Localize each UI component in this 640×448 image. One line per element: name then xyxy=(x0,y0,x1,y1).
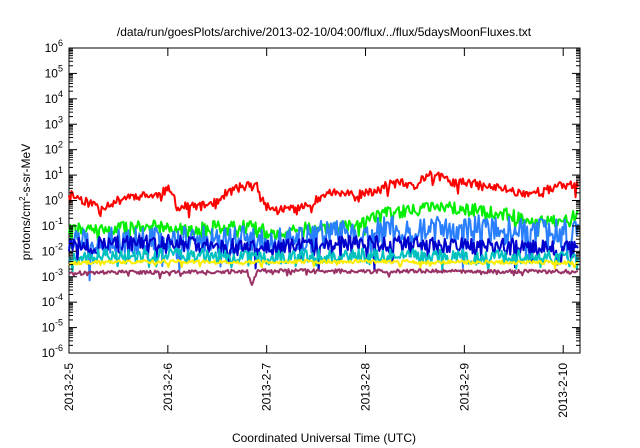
y-tick-base: 10 xyxy=(45,41,59,55)
x-tick-label: 2013-2-10 xyxy=(556,363,570,418)
y-tick-base: 10 xyxy=(42,219,56,233)
y-tick-exp: -3 xyxy=(55,267,63,277)
y-tick-label: 103 xyxy=(45,114,63,131)
y-tick-label: 10-2 xyxy=(42,241,63,258)
y-tick-base: 10 xyxy=(42,244,56,258)
series-line-6 xyxy=(68,258,579,270)
y-tick-exp: -1 xyxy=(55,216,63,226)
y-tick-exp: 5 xyxy=(58,63,63,73)
y-tick-exp: -2 xyxy=(55,241,63,251)
y-tick-base: 10 xyxy=(45,117,59,131)
y-tick-exp: 4 xyxy=(58,89,63,99)
x-tick-label: 2013-2-8 xyxy=(359,363,373,411)
x-axis-label: Coordinated Universal Time (UTC) xyxy=(232,431,416,445)
y-tick-label: 100 xyxy=(45,191,63,208)
y-tick-exp: 1 xyxy=(58,165,63,175)
y-axis-label-post: -s-sr-MeV xyxy=(19,144,33,197)
series-line-7 xyxy=(68,268,579,286)
y-axis-ticks: 10-610-510-410-310-210-11001011021031041… xyxy=(42,38,580,360)
series-line-1 xyxy=(68,170,579,219)
y-axis-label-sup: 2 xyxy=(18,196,27,201)
y-tick-base: 10 xyxy=(42,295,56,309)
y-tick-base: 10 xyxy=(45,66,59,80)
series-layer xyxy=(68,170,579,286)
x-axis-ticks: 2013-2-5 2013-2-6 2013-2-7 2013-2-8 2013-2-9… xyxy=(62,48,570,418)
x-tick-label: 2013-2-9 xyxy=(457,363,471,411)
chart-title: /data/run/goesPlots/archive/2013-02-10/0… xyxy=(117,25,532,39)
y-tick-base: 10 xyxy=(45,168,59,182)
y-tick-exp: 6 xyxy=(58,38,63,48)
y-tick-exp: 3 xyxy=(58,114,63,124)
y-tick-label: 102 xyxy=(45,140,63,157)
y-tick-label: 101 xyxy=(45,165,63,182)
y-tick-base: 10 xyxy=(42,270,56,284)
y-tick-exp: -6 xyxy=(55,343,63,353)
y-tick-base: 10 xyxy=(42,346,56,360)
y-tick-exp: -4 xyxy=(55,292,63,302)
x-tick-label: 2013-2-6 xyxy=(161,363,175,411)
y-tick-label: 10-6 xyxy=(42,343,63,360)
y-tick-base: 10 xyxy=(45,143,59,157)
plot-border xyxy=(68,47,581,354)
x-tick-label: 2013-2-7 xyxy=(260,363,274,411)
y-tick-label: 104 xyxy=(45,89,63,106)
y-tick-base: 10 xyxy=(45,194,59,208)
y-tick-label: 10-1 xyxy=(42,216,63,233)
y-axis-label-pre: protons/cm xyxy=(19,201,33,260)
y-tick-label: 105 xyxy=(45,63,63,80)
series-line-3 xyxy=(68,214,579,282)
y-tick-base: 10 xyxy=(45,92,59,106)
x-tick-label: 2013-2-5 xyxy=(62,363,76,411)
y-tick-base: 10 xyxy=(42,321,56,335)
y-tick-exp: 2 xyxy=(58,140,63,150)
y-tick-exp: -5 xyxy=(55,318,63,328)
series-line-2 xyxy=(68,201,579,249)
y-tick-label: 10-5 xyxy=(42,318,63,335)
y-tick-label: 10-3 xyxy=(42,267,63,284)
y-axis-label: protons/cm2-s-sr-MeV xyxy=(18,144,33,260)
y-tick-label: 106 xyxy=(45,38,63,55)
y-tick-label: 10-4 xyxy=(42,292,63,309)
y-tick-exp: 0 xyxy=(58,191,63,201)
plot-frame xyxy=(68,47,581,354)
